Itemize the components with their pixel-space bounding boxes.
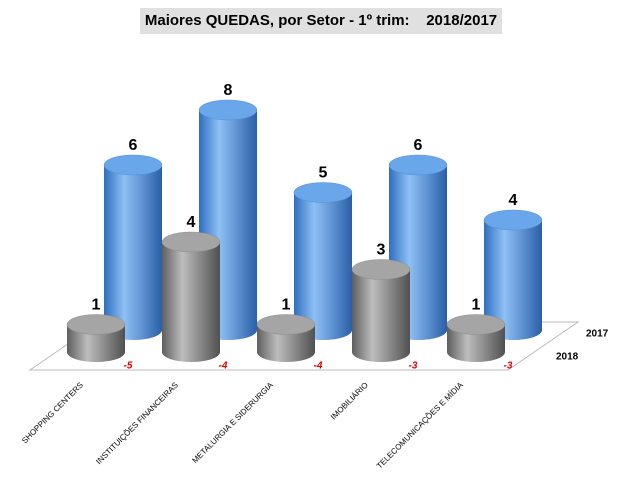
difference-label: -4	[314, 361, 323, 372]
value-label: 8	[224, 82, 233, 99]
cylinder-body	[104, 165, 162, 330]
cylinder-top	[446, 314, 506, 335]
cylinder-body	[162, 242, 220, 352]
cylinder-top	[388, 154, 448, 176]
difference-label: -3	[504, 361, 513, 372]
cylinder-top	[256, 314, 316, 335]
cylinder	[483, 209, 543, 340]
cylinder-top	[103, 154, 163, 176]
cylinder-body	[352, 269, 410, 352]
cylinder	[293, 182, 353, 340]
cylinder-top	[293, 182, 353, 203]
value-label: 6	[414, 137, 423, 154]
value-label: 6	[129, 137, 138, 154]
cylinder-top	[351, 259, 411, 280]
difference-label: -3	[409, 361, 418, 372]
value-label: 3	[377, 242, 386, 259]
cylinder	[351, 259, 411, 362]
cylinder	[66, 314, 126, 362]
depth-label: 2017	[586, 329, 609, 340]
value-label: 1	[282, 297, 291, 314]
x-tick-label: SHOPPING CENTERS	[20, 381, 85, 446]
value-label: 4	[187, 214, 196, 231]
cylinder-body	[484, 220, 542, 330]
cylinder	[256, 314, 316, 362]
value-label: 4	[509, 192, 518, 209]
x-tick-label: TELECOMUNICAÇÕES E MÍDIA	[375, 380, 465, 470]
cylinder-top	[483, 209, 543, 231]
cylinder-top	[198, 99, 258, 121]
difference-label: -4	[219, 361, 228, 372]
cylinder	[103, 154, 163, 340]
title-background	[140, 8, 502, 34]
value-label: 5	[319, 165, 328, 182]
depth-label: 2018	[556, 352, 579, 363]
x-tick-label: METALURGIA E SIDERURGIA	[190, 380, 275, 465]
cylinder-body	[294, 192, 352, 330]
cylinder	[446, 314, 506, 362]
cylinder	[161, 231, 221, 362]
value-label: 1	[472, 297, 481, 314]
cylinder-top	[66, 314, 126, 335]
difference-label: -5	[124, 361, 133, 372]
cylinder-top	[161, 231, 221, 253]
value-label: 1	[92, 297, 101, 314]
chart-title: Maiores QUEDAS, por Setor - 1º trim: 201…	[145, 12, 497, 29]
x-tick-label: IMOBILIÁRIO	[329, 381, 370, 422]
x-tick-label: INSTITUIÇÕES FINANCEIRAS	[94, 381, 180, 467]
